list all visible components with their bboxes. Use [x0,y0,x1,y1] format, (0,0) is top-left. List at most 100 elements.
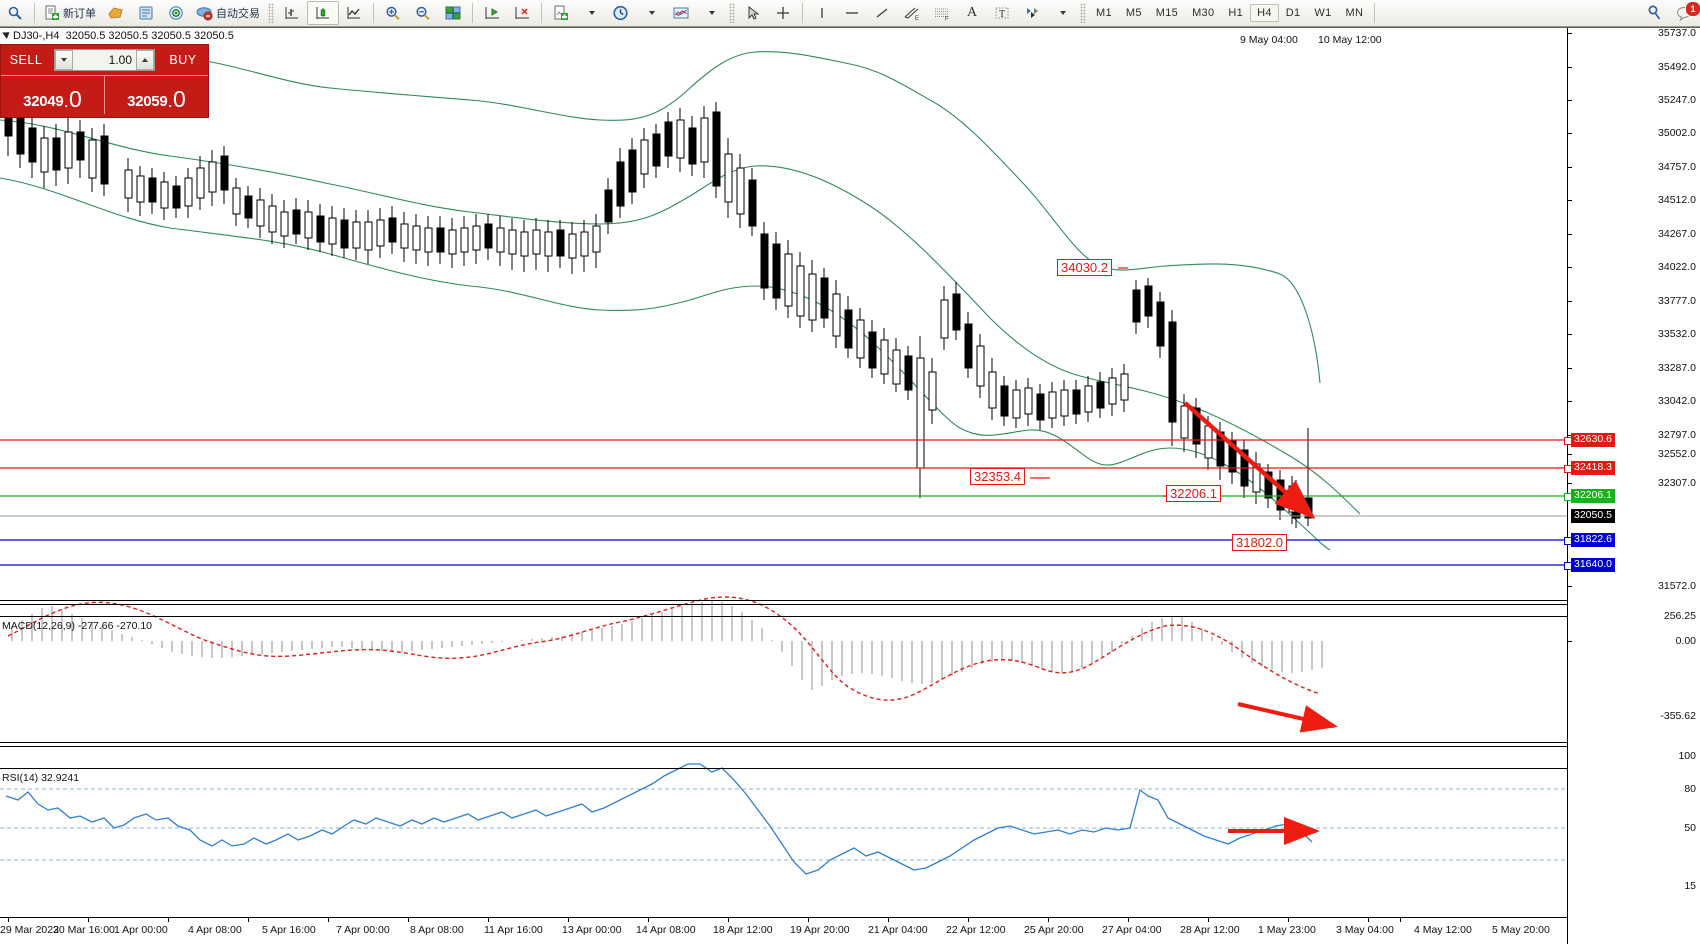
price-tag-target-1[interactable]: 31822.6 [1571,533,1615,547]
annotation-31802[interactable]: 31802.0 [1232,534,1287,551]
add-indicator-icon[interactable] [546,1,576,25]
price-axis[interactable]: 35737.0 35492.0 35247.0 35002.0 34757.0 … [1564,27,1700,944]
annotation-34030[interactable]: 34030.2 [1057,259,1112,276]
arrows-tool-icon[interactable] [1017,1,1047,25]
period-dropdown-caret[interactable] [636,1,666,25]
trendline-icon[interactable] [867,1,897,25]
search-icon[interactable] [1640,1,1670,25]
sell-price-display[interactable]: 32049 . 0 [1,76,105,114]
tab-timeframe-w1[interactable]: W1 [1314,7,1332,19]
annotation-32206[interactable]: 32206.1 [1166,485,1221,502]
annotation-32353[interactable]: 32353.4 [970,468,1025,485]
bar-chart-icon[interactable] [277,1,307,25]
templates-icon[interactable] [666,1,696,25]
toolbar-grip-2[interactable] [729,3,735,23]
data-window-icon[interactable] [131,1,161,25]
chart-area[interactable]: DJ30-,H4 32050.5 32050.5 32050.5 32050.5 [0,27,1700,944]
toolbar-divider-4 [541,3,542,23]
buy-price-display[interactable]: 32059 . 0 [105,76,208,114]
macd-panel [7,596,1338,733]
time-tick: 5 Apr 16:00 [262,924,316,936]
tile-windows-icon[interactable] [438,1,468,25]
tab-timeframe-h4[interactable]: H4 [1250,4,1279,22]
rsi-panel-inner-border [0,768,1568,769]
tab-timeframe-d1[interactable]: D1 [1285,7,1301,19]
zoom-in-icon[interactable] [378,1,408,25]
volume-increment-button[interactable] [136,50,154,70]
price-tag-target-2[interactable]: 31640.0 [1571,558,1615,572]
tab-timeframe-m30[interactable]: M30 [1192,7,1215,19]
indicator-dropdown-caret[interactable] [576,1,606,25]
tab-timeframe-m1[interactable]: M1 [1096,7,1112,19]
shift-chart-icon[interactable] [477,1,507,25]
one-click-trading-panel[interactable]: SELL 1.00 BUY 32049 . 0 32059 . 0 [0,44,209,118]
time-tick: 13 Apr 00:00 [562,924,622,936]
price-tag-resistance-1[interactable]: 32630.6 [1571,433,1615,447]
buy-button[interactable]: BUY [169,53,197,67]
macd-panel-top-border-2 [0,604,1568,605]
price-tick: 32307.0 [1658,477,1696,489]
price-tag-last-price[interactable]: 32050.5 [1571,509,1615,523]
templates-dropdown-caret[interactable] [696,1,726,25]
price-tag-resistance-2[interactable]: 32418.3 [1571,461,1615,475]
candlestick-chart-icon[interactable] [307,1,339,25]
time-axis-corner [1568,918,1700,944]
tab-timeframe-m15[interactable]: M15 [1155,7,1179,19]
time-tick: 1 Apr 00:00 [114,924,168,936]
fibonacci-icon[interactable]: F [927,1,957,25]
time-tick: 29 Mar 2022 [0,924,59,936]
arrows-dropdown-caret[interactable] [1047,1,1077,25]
search-symbol-icon[interactable] [0,1,30,25]
auto-trading-button[interactable]: 自动交易 [191,1,265,25]
crosshair-icon[interactable] [768,1,798,25]
time-tick: 5 May 20:00 [1492,924,1550,936]
tab-timeframe-mn[interactable]: MN [1345,7,1364,19]
sell-price-separator: . [64,95,69,110]
price-tick: 35247.0 [1658,94,1696,106]
price-line-handle-3[interactable] [1564,493,1572,501]
auto-scroll-icon[interactable] [507,1,537,25]
zoom-out-icon[interactable] [408,1,438,25]
notification-count: 1 [1685,1,1700,17]
toolbar-grip-3[interactable] [1080,3,1086,23]
tab-timeframe-m5[interactable]: M5 [1125,7,1142,19]
volume-decrement-button[interactable] [55,50,73,70]
auto-trading-label: 自动交易 [216,8,260,20]
notifications-icon[interactable]: 1 [1670,1,1700,23]
toolbar-divider-3 [472,3,473,23]
sell-button[interactable]: SELL [9,53,43,67]
svg-text:T: T [999,9,1005,20]
rsi-panel-top-border [0,746,1568,747]
cursor-icon[interactable] [738,1,768,25]
vertical-line-icon[interactable] [807,1,837,25]
volume-value[interactable]: 1.00 [108,53,132,67]
equidistant-channel-icon[interactable]: E [897,1,927,25]
price-line-handle-4[interactable] [1564,537,1572,545]
text-tool-icon[interactable]: A [957,1,987,25]
market-watch-icon[interactable] [101,1,131,25]
macd-panel-bottom-border [0,742,1568,743]
volume-input[interactable]: 1.00 [54,49,155,71]
svg-text:E: E [915,16,919,21]
line-chart-icon[interactable] [339,1,369,25]
horizontal-line-icon[interactable] [837,1,867,25]
text-label-tool-icon[interactable]: T [987,1,1017,25]
price-tag-support[interactable]: 32206.1 [1571,489,1615,503]
price-tick: 32552.0 [1658,448,1696,460]
tab-timeframe-h1[interactable]: H1 [1228,7,1244,19]
navigator-icon[interactable] [161,1,191,25]
price-tick: 34757.0 [1658,161,1696,173]
price-tick: 34022.0 [1658,261,1696,273]
time-axis[interactable]: 29 Mar 2022 30 Mar 16:00 1 Apr 00:00 4 A… [0,917,1568,944]
rsi-panel [0,763,1568,875]
toolbar-grip[interactable] [268,3,274,23]
price-line-handle-2[interactable] [1564,465,1572,473]
period-clock-icon[interactable] [606,1,636,25]
buy-price-integer: 32059 [127,93,168,110]
price-line-handle-5[interactable] [1564,562,1572,570]
macd-tick: 256.25 [1663,610,1696,622]
bollinger-lower-band [0,177,1331,551]
price-line-handle-1[interactable] [1564,437,1572,445]
svg-text:F: F [945,17,949,22]
new-order-button[interactable]: 新订单 [39,1,101,25]
